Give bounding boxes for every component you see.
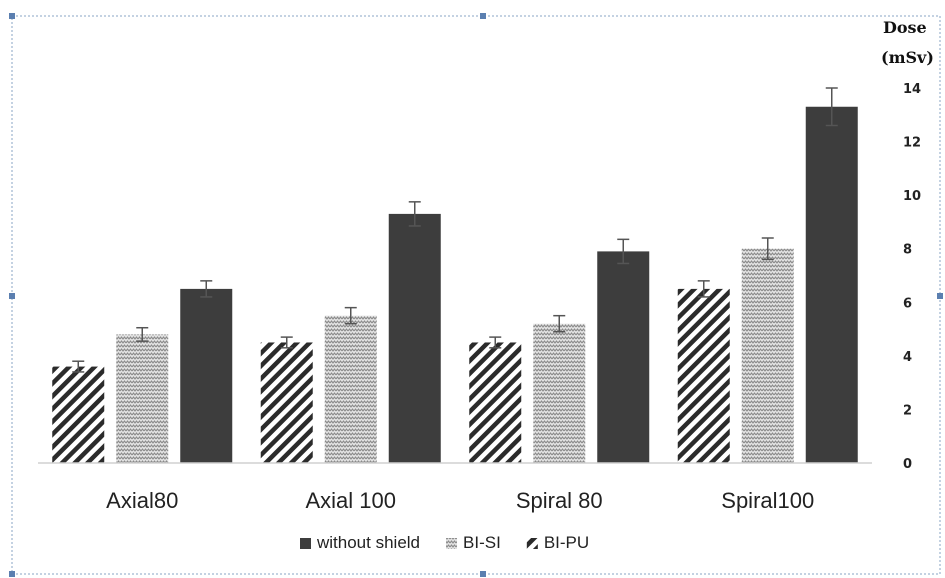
y-axis-label-line1: Dose: [883, 18, 927, 37]
legend-swatch-bi-si: [446, 538, 458, 549]
legend-swatch-bi-pu: [526, 538, 538, 549]
bar-bi-pu-spiral100: [677, 288, 730, 463]
bars-layer: [52, 106, 858, 463]
resize-handle-bottom-left[interactable]: [9, 571, 15, 577]
y-tick-label-8: 8: [903, 243, 912, 258]
x-axis-labels: Axial80 Axial 100 Spiral 80 Spiral100: [106, 488, 814, 513]
bar-bi-pu-axial-100: [260, 342, 313, 463]
y-axis-ticks: 0 2 4 6 8 10 12 14: [903, 82, 921, 472]
resize-handle-middle-left[interactable]: [9, 293, 15, 299]
bar-without-shield-axial80: [180, 288, 233, 463]
y-tick-label-14: 14: [903, 82, 921, 97]
bar-bi-pu-spiral-80: [469, 342, 522, 463]
x-tick-label-axial80: Axial80: [106, 488, 178, 513]
bar-without-shield-spiral100: [805, 106, 858, 463]
legend-label-without-shield: without shield: [316, 533, 420, 552]
y-tick-label-6: 6: [903, 296, 912, 311]
resize-handle-middle-right[interactable]: [937, 293, 943, 299]
bar-bi-si-spiral-80: [533, 323, 586, 463]
y-tick-label-10: 10: [903, 189, 921, 204]
bar-bi-si-spiral100: [741, 248, 794, 463]
resize-handle-top-middle[interactable]: [480, 13, 486, 19]
bar-bi-si-axial80: [116, 334, 169, 463]
legend-label-bi-si: BI-SI: [463, 533, 501, 552]
x-tick-label-axial-100: Axial 100: [305, 488, 396, 513]
legend-swatch-without-shield: [300, 538, 311, 549]
error-bars-layer: [72, 87, 838, 373]
legend-label-bi-pu: BI-PU: [544, 533, 589, 552]
y-tick-label-12: 12: [903, 136, 921, 151]
y-tick-label-4: 4: [903, 350, 912, 365]
bar-without-shield-axial-100: [388, 213, 441, 463]
y-tick-label-0: 0: [903, 457, 912, 472]
resize-handle-bottom-middle[interactable]: [480, 571, 486, 577]
y-tick-label-2: 2: [903, 403, 912, 418]
bar-bi-si-axial-100: [324, 315, 377, 463]
bar-without-shield-spiral-80: [597, 251, 650, 463]
x-tick-label-spiral100: Spiral100: [721, 488, 814, 513]
bar-bi-pu-axial80: [52, 366, 105, 463]
resize-handle-top-left[interactable]: [9, 13, 15, 19]
legend: without shield BI-SI BI-PU: [300, 533, 589, 552]
y-axis-label-line2: (mSv): [881, 48, 934, 67]
x-tick-label-spiral-80: Spiral 80: [516, 488, 603, 513]
